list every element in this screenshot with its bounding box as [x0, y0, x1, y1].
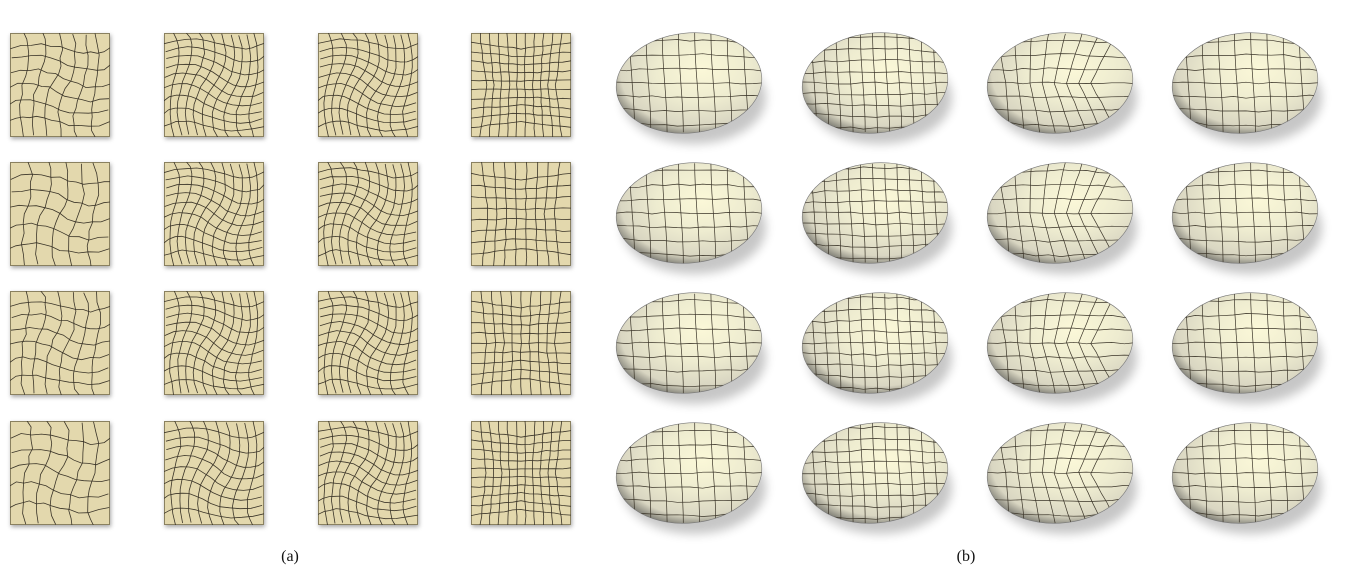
bowl-surface-mesh	[1169, 288, 1323, 406]
bowl-surface-mesh	[799, 418, 953, 536]
square-patch-mesh	[318, 162, 418, 266]
square-patch-mesh	[10, 291, 110, 395]
square-patch-mesh	[164, 33, 264, 137]
panel-a-square-meshes	[0, 0, 590, 576]
caption-b: (b)	[956, 548, 976, 565]
square-patch-mesh	[164, 291, 264, 395]
bowl-surface-mesh	[1169, 28, 1323, 146]
bowl-surface-mesh	[984, 158, 1138, 276]
square-patch-mesh	[164, 162, 264, 266]
bowl-surface-mesh	[613, 28, 767, 146]
bowl-surface-mesh	[613, 288, 767, 406]
bowl-surface-mesh	[799, 158, 953, 276]
square-patch-mesh	[318, 33, 418, 137]
square-patch-mesh	[10, 33, 110, 137]
bowl-surface-mesh	[613, 418, 767, 536]
square-patch-mesh	[471, 291, 571, 395]
bowl-surface-mesh	[984, 288, 1138, 406]
caption-a: (a)	[281, 548, 299, 565]
bowl-surface-mesh	[984, 418, 1138, 536]
square-patch-mesh	[10, 162, 110, 266]
bowl-surface-mesh	[1169, 158, 1323, 276]
square-patch-mesh	[471, 33, 571, 137]
square-patch-mesh	[164, 421, 264, 525]
square-patch-mesh	[318, 421, 418, 525]
panel-b-bowl-meshes	[600, 0, 1347, 576]
bowl-surface-mesh	[984, 28, 1138, 146]
bowl-surface-mesh	[1169, 418, 1323, 536]
bowl-surface-mesh	[613, 158, 767, 276]
square-patch-mesh	[471, 162, 571, 266]
square-patch-mesh	[318, 291, 418, 395]
bowl-surface-mesh	[799, 28, 953, 146]
bowl-surface-mesh	[799, 288, 953, 406]
square-patch-mesh	[10, 421, 110, 525]
square-patch-mesh	[471, 421, 571, 525]
